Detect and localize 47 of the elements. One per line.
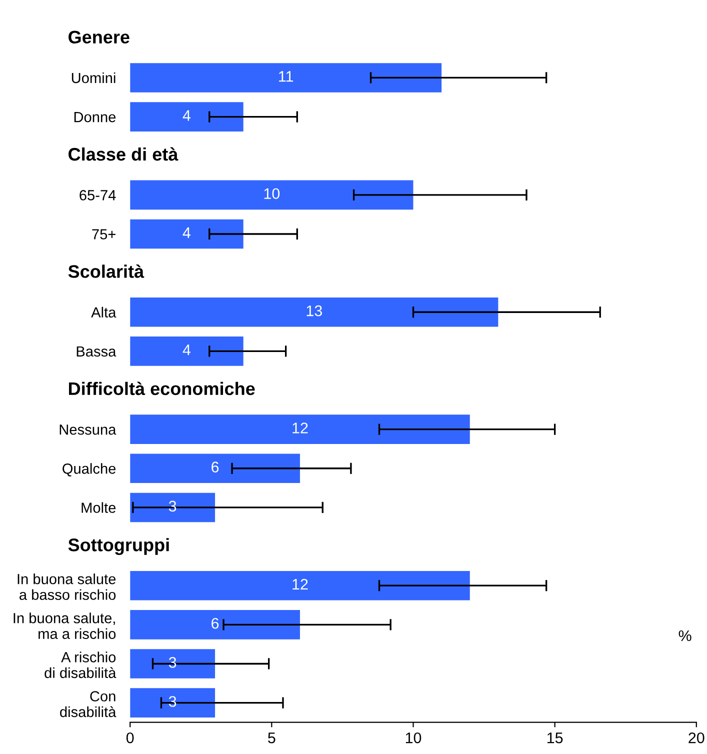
bar xyxy=(130,414,470,444)
data-label: 4 xyxy=(182,344,191,356)
y-tick-label: Classe di età xyxy=(68,147,178,161)
bar xyxy=(130,297,498,327)
data-label: 12 xyxy=(292,578,308,590)
y-tick-label: Difficoltà economiche xyxy=(69,382,255,396)
bar xyxy=(130,492,216,522)
bar xyxy=(130,454,300,484)
y-tick-label: Genere xyxy=(68,30,130,44)
x-axis-title: % xyxy=(678,630,692,642)
x-tick-label: 15 xyxy=(547,732,563,744)
y-tick-label: Bassa xyxy=(76,346,116,357)
y-tick-label: 65-74 xyxy=(80,190,116,200)
data-label: 6 xyxy=(212,462,219,472)
bar xyxy=(130,336,244,366)
bar xyxy=(130,649,216,678)
data-label: 4 xyxy=(182,110,191,121)
y-tick-label: Molte xyxy=(82,502,116,513)
x-tick-label: 20 xyxy=(688,732,704,744)
bar xyxy=(130,180,414,210)
y-tick-label: Uomini xyxy=(72,72,116,84)
y-tick-label: Con disabilità xyxy=(60,691,116,718)
y-tick-label: Nessuna xyxy=(60,424,116,435)
bar xyxy=(130,219,244,249)
y-tick-label: A rischio di disabilità xyxy=(44,652,116,678)
bar xyxy=(130,570,470,600)
y-tick-label: Alta xyxy=(91,306,116,318)
bar xyxy=(130,688,216,718)
y-tick-label: 75+ xyxy=(92,229,116,240)
data-label: 11 xyxy=(279,71,294,82)
bar xyxy=(130,63,442,92)
x-tick-label: 0 xyxy=(126,732,134,744)
data-label: 4 xyxy=(182,227,191,238)
y-tick-label: In buona salute a basso rischio xyxy=(18,574,116,600)
data-label: 6 xyxy=(212,618,219,629)
bar xyxy=(130,610,300,640)
y-tick-label: Qualche xyxy=(62,463,116,476)
y-tick-label: Sottogruppi xyxy=(68,538,169,555)
y-tick-label: In buona salute, ma a rischio xyxy=(14,612,116,640)
x-tick-label: 5 xyxy=(268,732,276,744)
data-label: 12 xyxy=(292,422,308,434)
bar xyxy=(130,102,244,132)
data-label: 10 xyxy=(264,188,280,200)
y-tick-label: Donne xyxy=(74,112,116,122)
x-tick-label: 10 xyxy=(406,732,422,744)
y-tick-label: Scolarità xyxy=(68,264,144,278)
data-label: 13 xyxy=(306,305,322,316)
